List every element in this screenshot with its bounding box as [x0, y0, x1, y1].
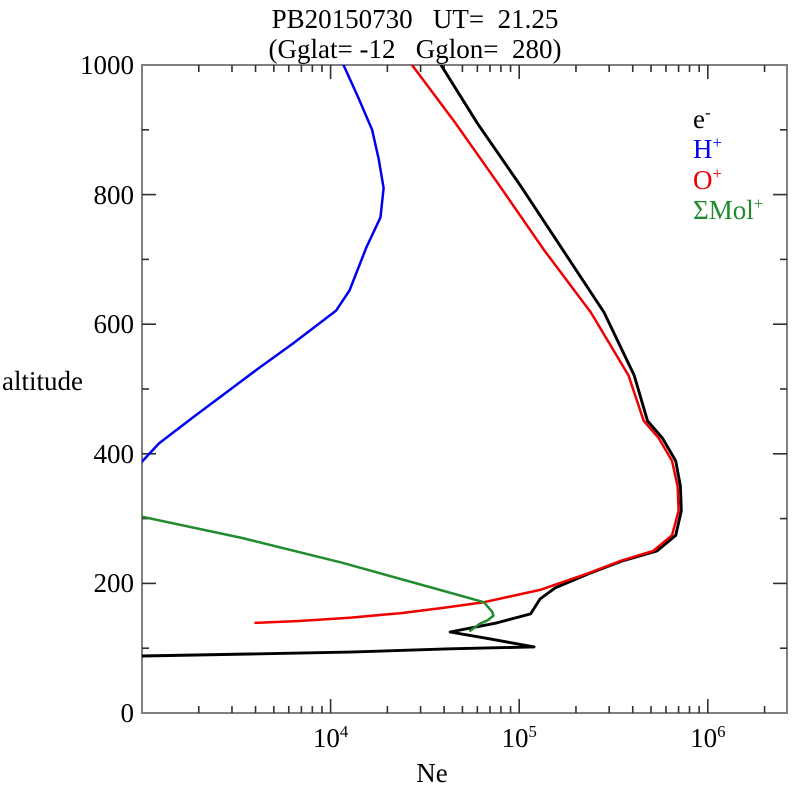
y-tick-label: 200: [93, 568, 135, 599]
x-tick-label: 105: [501, 722, 537, 753]
curve-SigmaMol: [142, 515, 495, 632]
legend-superscript: -: [704, 103, 711, 122]
y-axis-label: altitude: [2, 366, 83, 396]
chart-subtitle: (Gglat= -12 Gglon= 280): [268, 34, 562, 64]
legend-item-hydrogen-ion: H+: [693, 129, 722, 163]
y-tick-label: 0: [120, 698, 135, 728]
x-tick-label: 106: [690, 722, 726, 753]
legend-superscript: +: [712, 164, 722, 183]
x-axis-label: Ne: [416, 758, 448, 788]
legend-item-molecular-ions: ΣMol+: [693, 190, 763, 224]
legend-label: H: [693, 134, 713, 164]
y-tick-label: 800: [93, 179, 135, 210]
y-tick-label: 600: [93, 309, 135, 340]
legend-item-electron: e-: [693, 99, 711, 133]
legend-label: e: [693, 104, 705, 134]
legend-label: O: [693, 165, 713, 195]
curve-H: [142, 65, 385, 463]
curve-O: [254, 65, 680, 625]
y-tick-label: 400: [93, 438, 135, 469]
legend-item-oxygen-ion: O+: [693, 160, 722, 194]
legend-superscript: +: [712, 133, 722, 152]
x-tick-label: 104: [312, 722, 349, 753]
legend-superscript: +: [753, 194, 764, 213]
chart-title: PB20150730 UT= 21.25: [271, 4, 559, 34]
legend-label: ΣMol: [693, 195, 754, 225]
y-tick-label: 1000: [80, 50, 134, 80]
plot-frame: [141, 64, 788, 714]
